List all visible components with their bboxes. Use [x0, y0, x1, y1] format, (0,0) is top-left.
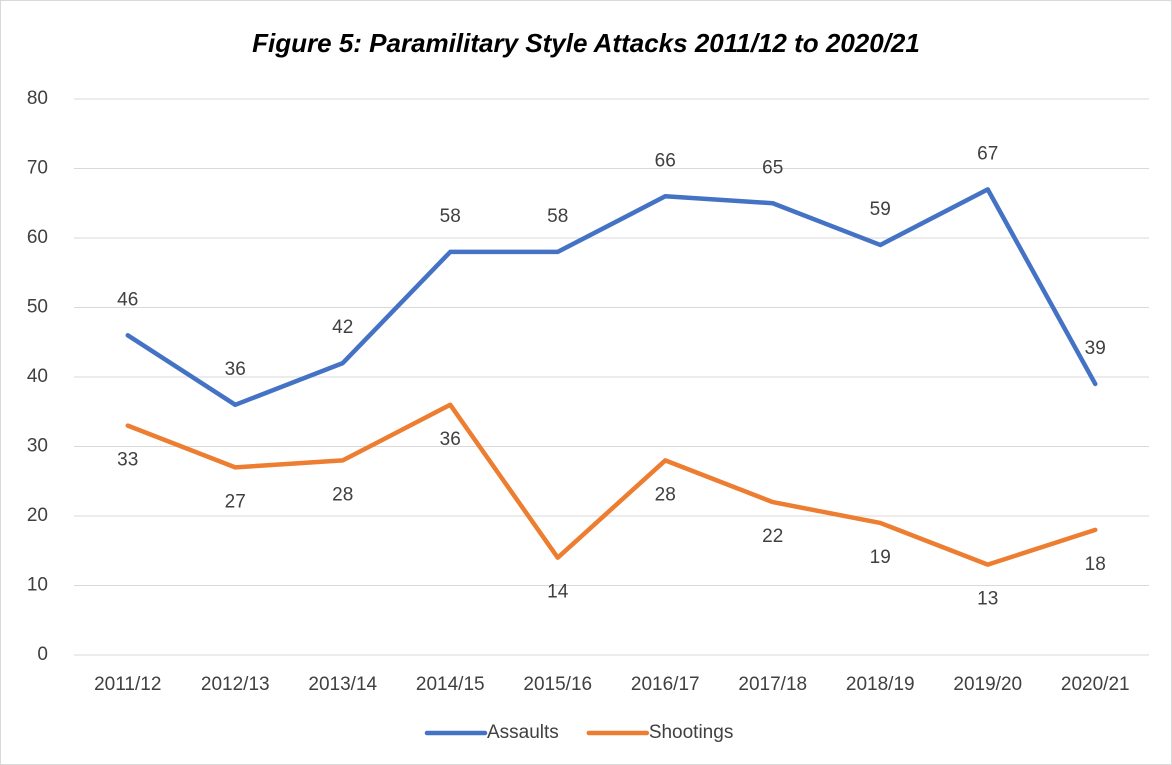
x-tick-label: 2019/20: [953, 674, 1022, 695]
legend-label: Assaults: [487, 722, 559, 743]
series-line: [125, 187, 1098, 408]
data-label: 46: [117, 289, 138, 310]
data-label: 28: [332, 484, 353, 505]
y-tick-label: 30: [27, 436, 48, 457]
data-label: 33: [117, 450, 138, 471]
x-tick-label: 2014/15: [416, 674, 485, 695]
y-tick-label: 40: [27, 366, 48, 387]
data-label: 19: [870, 547, 891, 568]
y-tick-label: 60: [27, 227, 48, 248]
y-tick-label: 50: [27, 297, 48, 318]
y-tick-label: 70: [27, 158, 48, 179]
data-label: 58: [440, 206, 461, 227]
y-tick-label: 10: [27, 575, 48, 596]
y-tick-label: 80: [27, 88, 48, 109]
data-label: 36: [225, 359, 246, 380]
legend-label: Shootings: [649, 722, 734, 743]
y-tick-label: 0: [37, 644, 48, 665]
data-label: 13: [977, 589, 998, 610]
data-label: 58: [547, 206, 568, 227]
x-tick-label: 2011/12: [94, 674, 161, 695]
data-label: 65: [762, 157, 783, 178]
data-label: 42: [332, 317, 353, 338]
data-label: 18: [1085, 554, 1106, 575]
chart-title: Figure 5: Paramilitary Style Attacks 201…: [252, 28, 920, 58]
series-line: [125, 402, 1098, 567]
x-tick-label: 2015/16: [523, 674, 592, 695]
x-tick-label: 2017/18: [738, 674, 807, 695]
data-label: 28: [655, 484, 676, 505]
data-label: 67: [977, 143, 998, 164]
data-label: 14: [547, 582, 569, 603]
data-label: 22: [762, 526, 783, 547]
x-tick-label: 2020/21: [1061, 674, 1130, 695]
x-tick-label: 2018/19: [846, 674, 915, 695]
data-label: 39: [1085, 338, 1106, 359]
data-label: 66: [655, 150, 676, 171]
data-label: 59: [870, 199, 891, 220]
x-tick-label: 2013/14: [308, 674, 377, 695]
y-tick-label: 20: [27, 505, 48, 526]
x-tick-label: 2016/17: [631, 674, 700, 695]
data-label: 36: [440, 429, 461, 450]
x-tick-label: 2012/13: [201, 674, 270, 695]
data-label: 27: [225, 491, 246, 512]
